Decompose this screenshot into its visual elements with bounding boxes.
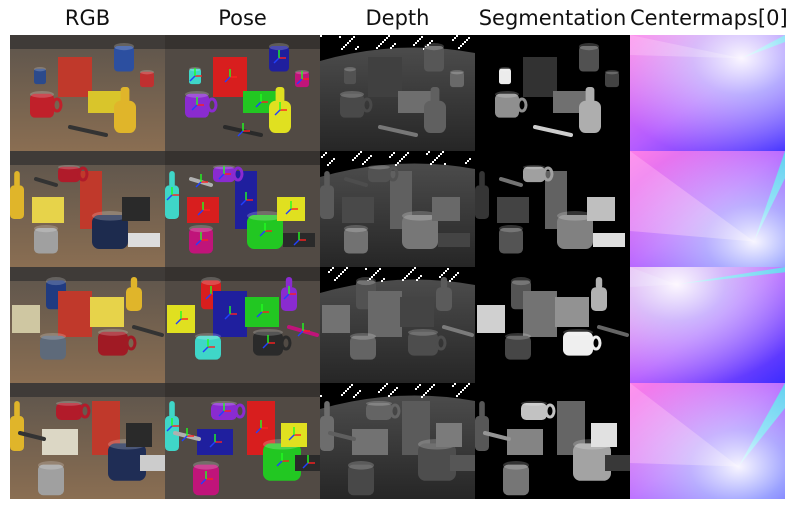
rgb-image-row-2 <box>10 151 165 267</box>
segmentation-image-row-1 <box>475 35 630 151</box>
rgb-image-row-3 <box>10 267 165 383</box>
column-title-pose: Pose <box>218 6 267 30</box>
centermap-image-row-2 <box>630 151 785 267</box>
segmentation-image-row-4 <box>475 383 630 499</box>
pose-image-row-1 <box>165 35 320 151</box>
centermap-image-row-4 <box>630 383 785 499</box>
column-title-rgb: RGB <box>64 6 111 30</box>
column-title-centermaps: Centermaps[0] <box>630 6 788 30</box>
column-title-segmentation: Segmentation <box>478 6 627 30</box>
segmentation-image-row-2 <box>475 151 630 267</box>
segmentation-image-row-3 <box>475 267 630 383</box>
depth-image-row-3 <box>320 267 475 383</box>
rgb-image-row-1 <box>10 35 165 151</box>
centermap-image-row-3 <box>630 267 785 383</box>
pose-image-row-3 <box>165 267 320 383</box>
centermap-image-row-1 <box>630 35 785 151</box>
rgb-image-row-4 <box>10 383 165 499</box>
pose-image-row-2 <box>165 151 320 267</box>
depth-image-row-4 <box>320 383 475 499</box>
depth-image-row-1 <box>320 35 475 151</box>
column-title-depth: Depth <box>365 6 430 30</box>
depth-image-row-2 <box>320 151 475 267</box>
pose-image-row-4 <box>165 383 320 499</box>
